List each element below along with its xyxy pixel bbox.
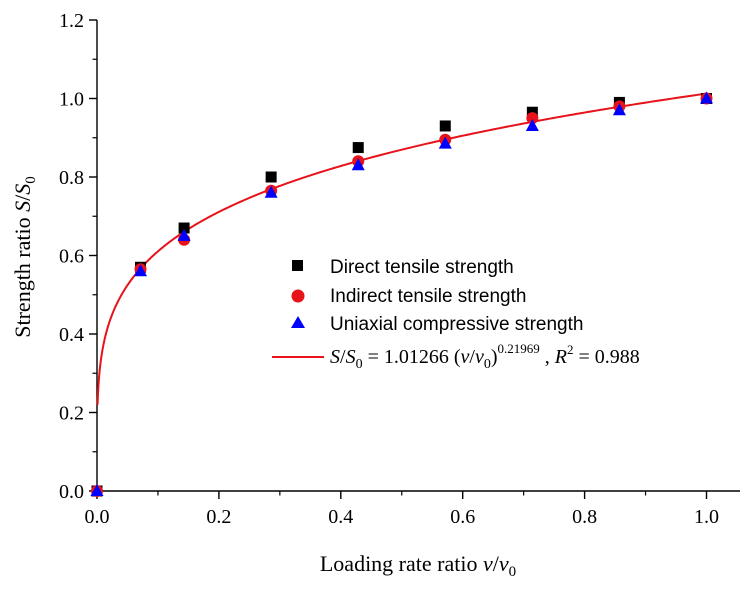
legend-marker-triangle xyxy=(291,316,305,328)
data-point-triangle xyxy=(177,228,191,241)
data-point-square xyxy=(265,171,277,183)
x-tick-label: 0.6 xyxy=(450,506,475,528)
y-label-slash: / xyxy=(10,194,35,201)
data-point-square xyxy=(352,142,364,154)
data-point-circle xyxy=(526,112,539,125)
y-label-main: Strength ratio xyxy=(10,212,35,338)
data-point-square xyxy=(178,222,190,234)
y-tick-label: 0.6 xyxy=(59,246,84,268)
fit-lhs-var2: S xyxy=(346,346,356,368)
fit-close: ) xyxy=(491,346,498,368)
fit-r-value: = 0.988 xyxy=(574,346,640,368)
fit-v-sub: 0 xyxy=(484,357,491,372)
axes xyxy=(96,20,740,492)
tick-labels: 0.0 0.2 0.4 0.6 0.8 1.0 0.0 0.2 0.4 0.6 0.8 1.0 1.2 xyxy=(59,10,719,528)
legend-label-indirect: Indirect tensile strength xyxy=(330,286,526,307)
x-label-var: v xyxy=(483,551,493,576)
data-point-triangle xyxy=(700,91,713,104)
fit-curve xyxy=(96,92,707,406)
data-point-triangle xyxy=(525,118,539,131)
x-label-slash: / xyxy=(493,551,500,576)
x-label-sub: 0 xyxy=(509,564,517,580)
x-tick-label: 1.0 xyxy=(694,506,719,528)
data-point-triangle xyxy=(612,103,626,116)
data-point-triangle xyxy=(90,484,104,496)
fit-lhs-slash: / xyxy=(340,346,346,368)
x-tick-label: 0.4 xyxy=(328,506,353,528)
fit-lhs-var: S xyxy=(330,346,340,368)
x-label-main: Loading rate ratio xyxy=(320,551,483,576)
data-point-triangle xyxy=(351,158,365,171)
y-tick-label: 1.2 xyxy=(59,10,84,32)
legend-label-direct: Direct tensile strength xyxy=(330,257,514,278)
fit-equals: = 1.01266 ( xyxy=(363,346,461,368)
data-point-square xyxy=(439,120,451,132)
y-label-sub: 0 xyxy=(23,176,39,184)
fit-sep: , xyxy=(540,346,555,368)
x-axis-label: Loading rate ratio v/v0 xyxy=(320,551,516,580)
y-tick-label: 0.2 xyxy=(59,403,84,425)
legend-marker-circle xyxy=(291,289,305,303)
fit-v-var: v xyxy=(461,346,470,368)
data-point-triangle xyxy=(438,136,452,149)
legend: Direct tensile strength Indirect tensile… xyxy=(272,257,640,372)
x-tick-label: 0.2 xyxy=(206,506,231,528)
legend-label-uniaxial: Uniaxial compressive strength xyxy=(330,314,583,335)
fit-v-slash: / xyxy=(469,346,475,368)
legend-label-fit: S/S0 = 1.01266 (v/v0)0.21969 , R2 = 0.98… xyxy=(330,341,640,372)
x-tick-label: 0.0 xyxy=(85,506,110,528)
y-tick-label: 0.0 xyxy=(59,481,84,503)
legend-marker-square xyxy=(292,260,303,271)
fit-r-var: R xyxy=(554,346,567,368)
y-tick-label: 0.8 xyxy=(59,167,84,189)
data-point-triangle xyxy=(264,185,278,198)
fit-lhs-sub: 0 xyxy=(356,357,363,372)
x-label-var2: v xyxy=(499,551,509,576)
x-tick-label: 0.8 xyxy=(572,506,597,528)
y-label-var: S xyxy=(10,201,35,212)
fit-r-sup: 2 xyxy=(567,342,574,357)
y-tick-label: 0.4 xyxy=(59,324,84,346)
y-axis-label: Strength ratio S/S0 xyxy=(10,176,39,338)
data-markers xyxy=(90,91,713,497)
y-tick-label: 1.0 xyxy=(59,89,84,111)
fit-exponent: 0.21969 xyxy=(498,341,540,356)
y-label-var2: S xyxy=(10,184,35,195)
data-point-triangle xyxy=(134,264,148,277)
fit-v-var2: v xyxy=(475,346,484,368)
